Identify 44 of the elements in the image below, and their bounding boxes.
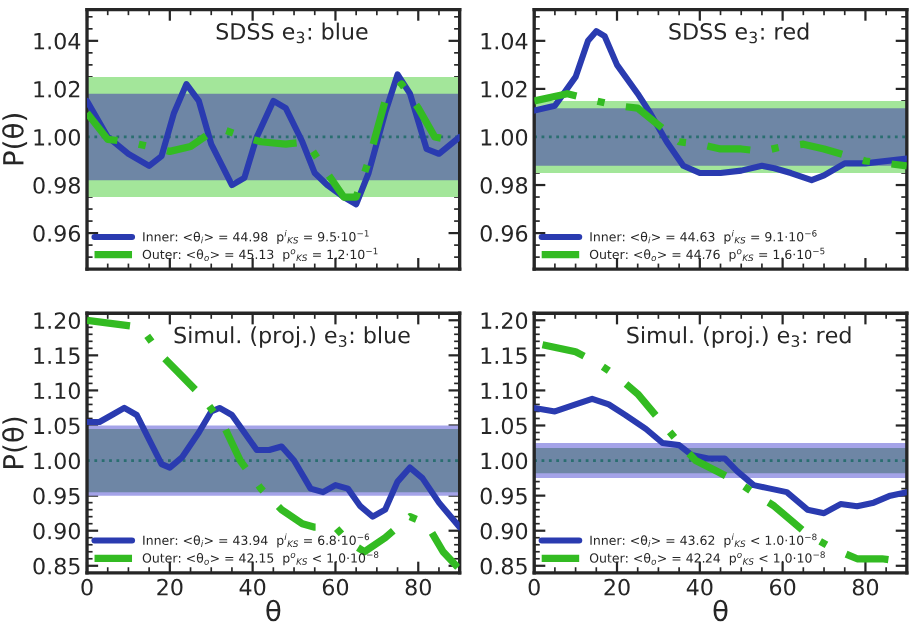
y-axis-title: P(θ) [2,417,28,469]
y-tick-label: 1.04 [481,32,528,50]
y-tick-label: 0.98 [480,176,528,194]
y-tick-label: 0.96 [480,225,528,242]
y-tick-label: 1.15 [34,347,80,365]
y-tick-label: 1.05 [481,417,527,435]
y-tick-label: 0.98 [33,176,80,194]
y-tick-label: 1.00 [34,128,80,146]
x-tick-label: 0 [81,578,93,596]
y-tick-label: 1.02 [34,80,80,98]
x-axis-title: θ [713,599,728,622]
y-tick-label: 1.20 [481,312,528,330]
y-tick-label: 0.95 [33,487,80,505]
y-tick-label: 0.90 [33,522,80,540]
text: SDSS e$_{3}$: blue [216,22,368,44]
x-tick-label: 60 [770,578,796,596]
y-tick-label: 1.10 [34,382,80,400]
x-axis-title: θ [266,599,281,622]
y-tick-label: 0.95 [480,487,527,505]
y-tick-label: 1.00 [481,128,528,146]
y-tick-label: 1.15 [481,347,527,365]
x-tick-label: 0 [528,578,540,596]
text: Simul. (proj.) e$_{3}$: blue [174,326,410,348]
y-tick-label: 1.04 [34,32,81,50]
y-tick-label: 1.10 [481,382,528,400]
y-tick-label: 0.90 [480,522,528,540]
x-tick-label: 20 [604,578,630,596]
y-axis-title: P(θ) [2,114,28,165]
text: SDSS e$_{3}$: red [669,22,809,44]
x-tick-label: 80 [405,578,431,596]
y-tick-label: 1.00 [34,452,80,470]
x-tick-label: 20 [157,578,183,596]
text: Simul. (proj.) e$_{3}$: red [627,326,851,348]
x-tick-label: 60 [322,578,349,596]
y-tick-label: 1.20 [34,312,80,330]
y-tick-label: 0.96 [33,225,81,242]
x-tick-label: 40 [686,578,713,596]
x-tick-label: 80 [852,578,879,596]
y-tick-label: 1.02 [481,80,527,98]
y-tick-label: 0.85 [33,557,80,575]
y-tick-label: 1.05 [34,417,80,435]
x-tick-label: 40 [239,578,266,596]
y-tick-label: 0.85 [480,557,527,575]
y-tick-label: 1.00 [481,452,528,470]
